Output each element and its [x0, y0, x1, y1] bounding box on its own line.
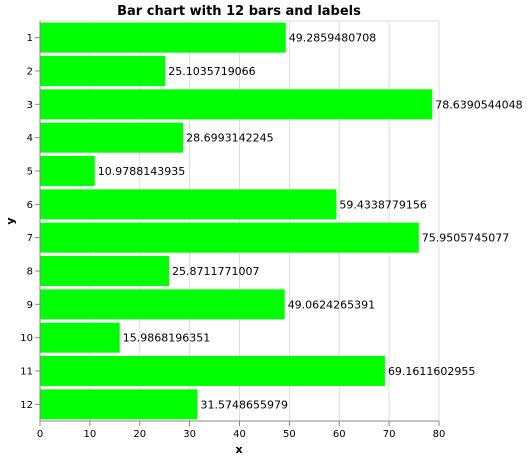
bar-value-label: 28.6993142245 — [186, 132, 273, 145]
y-tick-label: 2 — [27, 67, 33, 78]
bar-value-label: 78.6390544048 — [435, 98, 522, 111]
x-tick-label: 40 — [233, 429, 246, 440]
bar — [40, 56, 166, 86]
x-tick-label: 60 — [333, 429, 346, 440]
y-tick-label: 6 — [27, 200, 33, 211]
data-labels: 49.2859480708 25.1035719066 78.6390544048 2… — [98, 32, 523, 412]
bar-value-label: 10.9788143935 — [98, 165, 185, 178]
bar — [40, 356, 385, 386]
y-tick-label: 4 — [27, 133, 33, 144]
bar-value-label: 75.9505745077 — [422, 232, 509, 245]
y-axis-title: y — [4, 217, 17, 224]
y-tick-label: 12 — [20, 400, 33, 411]
x-tick-label: 70 — [383, 429, 396, 440]
y-tick-label: 3 — [27, 100, 33, 111]
bar-value-label: 49.2859480708 — [289, 32, 376, 45]
y-tick-label: 10 — [20, 333, 33, 344]
bar-value-label: 31.5748655979 — [200, 398, 287, 411]
y-tick-label: 1 — [27, 33, 33, 44]
bar-value-label: 49.0624265391 — [288, 298, 375, 311]
bar — [40, 189, 337, 220]
x-tick-label: 30 — [183, 429, 196, 440]
bar-value-label: 69.1611602955 — [388, 365, 475, 378]
gridlines — [39, 20, 440, 421]
bar — [40, 256, 170, 286]
bar — [40, 222, 419, 253]
y-tick-label: 9 — [27, 300, 33, 311]
y-tick-label: 11 — [20, 367, 33, 378]
bar — [40, 22, 286, 53]
bar — [40, 122, 184, 153]
x-tick-label: 10 — [84, 429, 97, 440]
bar — [40, 289, 285, 320]
y-tick-label: 7 — [27, 233, 33, 244]
chart-title: Bar chart with 12 bars and labels — [117, 4, 361, 19]
bar-value-label: 25.8711771007 — [172, 265, 259, 278]
x-tick-label: 0 — [37, 429, 43, 440]
y-tick-label: 8 — [27, 267, 33, 278]
bar — [40, 389, 198, 420]
bar — [40, 156, 95, 186]
bar — [40, 89, 433, 120]
bar-value-label: 59.4338779156 — [339, 198, 426, 211]
y-tick-label: 5 — [27, 167, 33, 178]
bar — [40, 322, 120, 353]
x-tick-label: 80 — [433, 429, 446, 440]
bar-value-label: 15.9868196351 — [123, 332, 210, 345]
x-tick-label: 50 — [283, 429, 296, 440]
bars — [40, 22, 433, 420]
x-tick-label: 20 — [133, 429, 146, 440]
x-axis-title: x — [235, 443, 242, 456]
bar-value-label: 25.1035719066 — [168, 65, 255, 78]
